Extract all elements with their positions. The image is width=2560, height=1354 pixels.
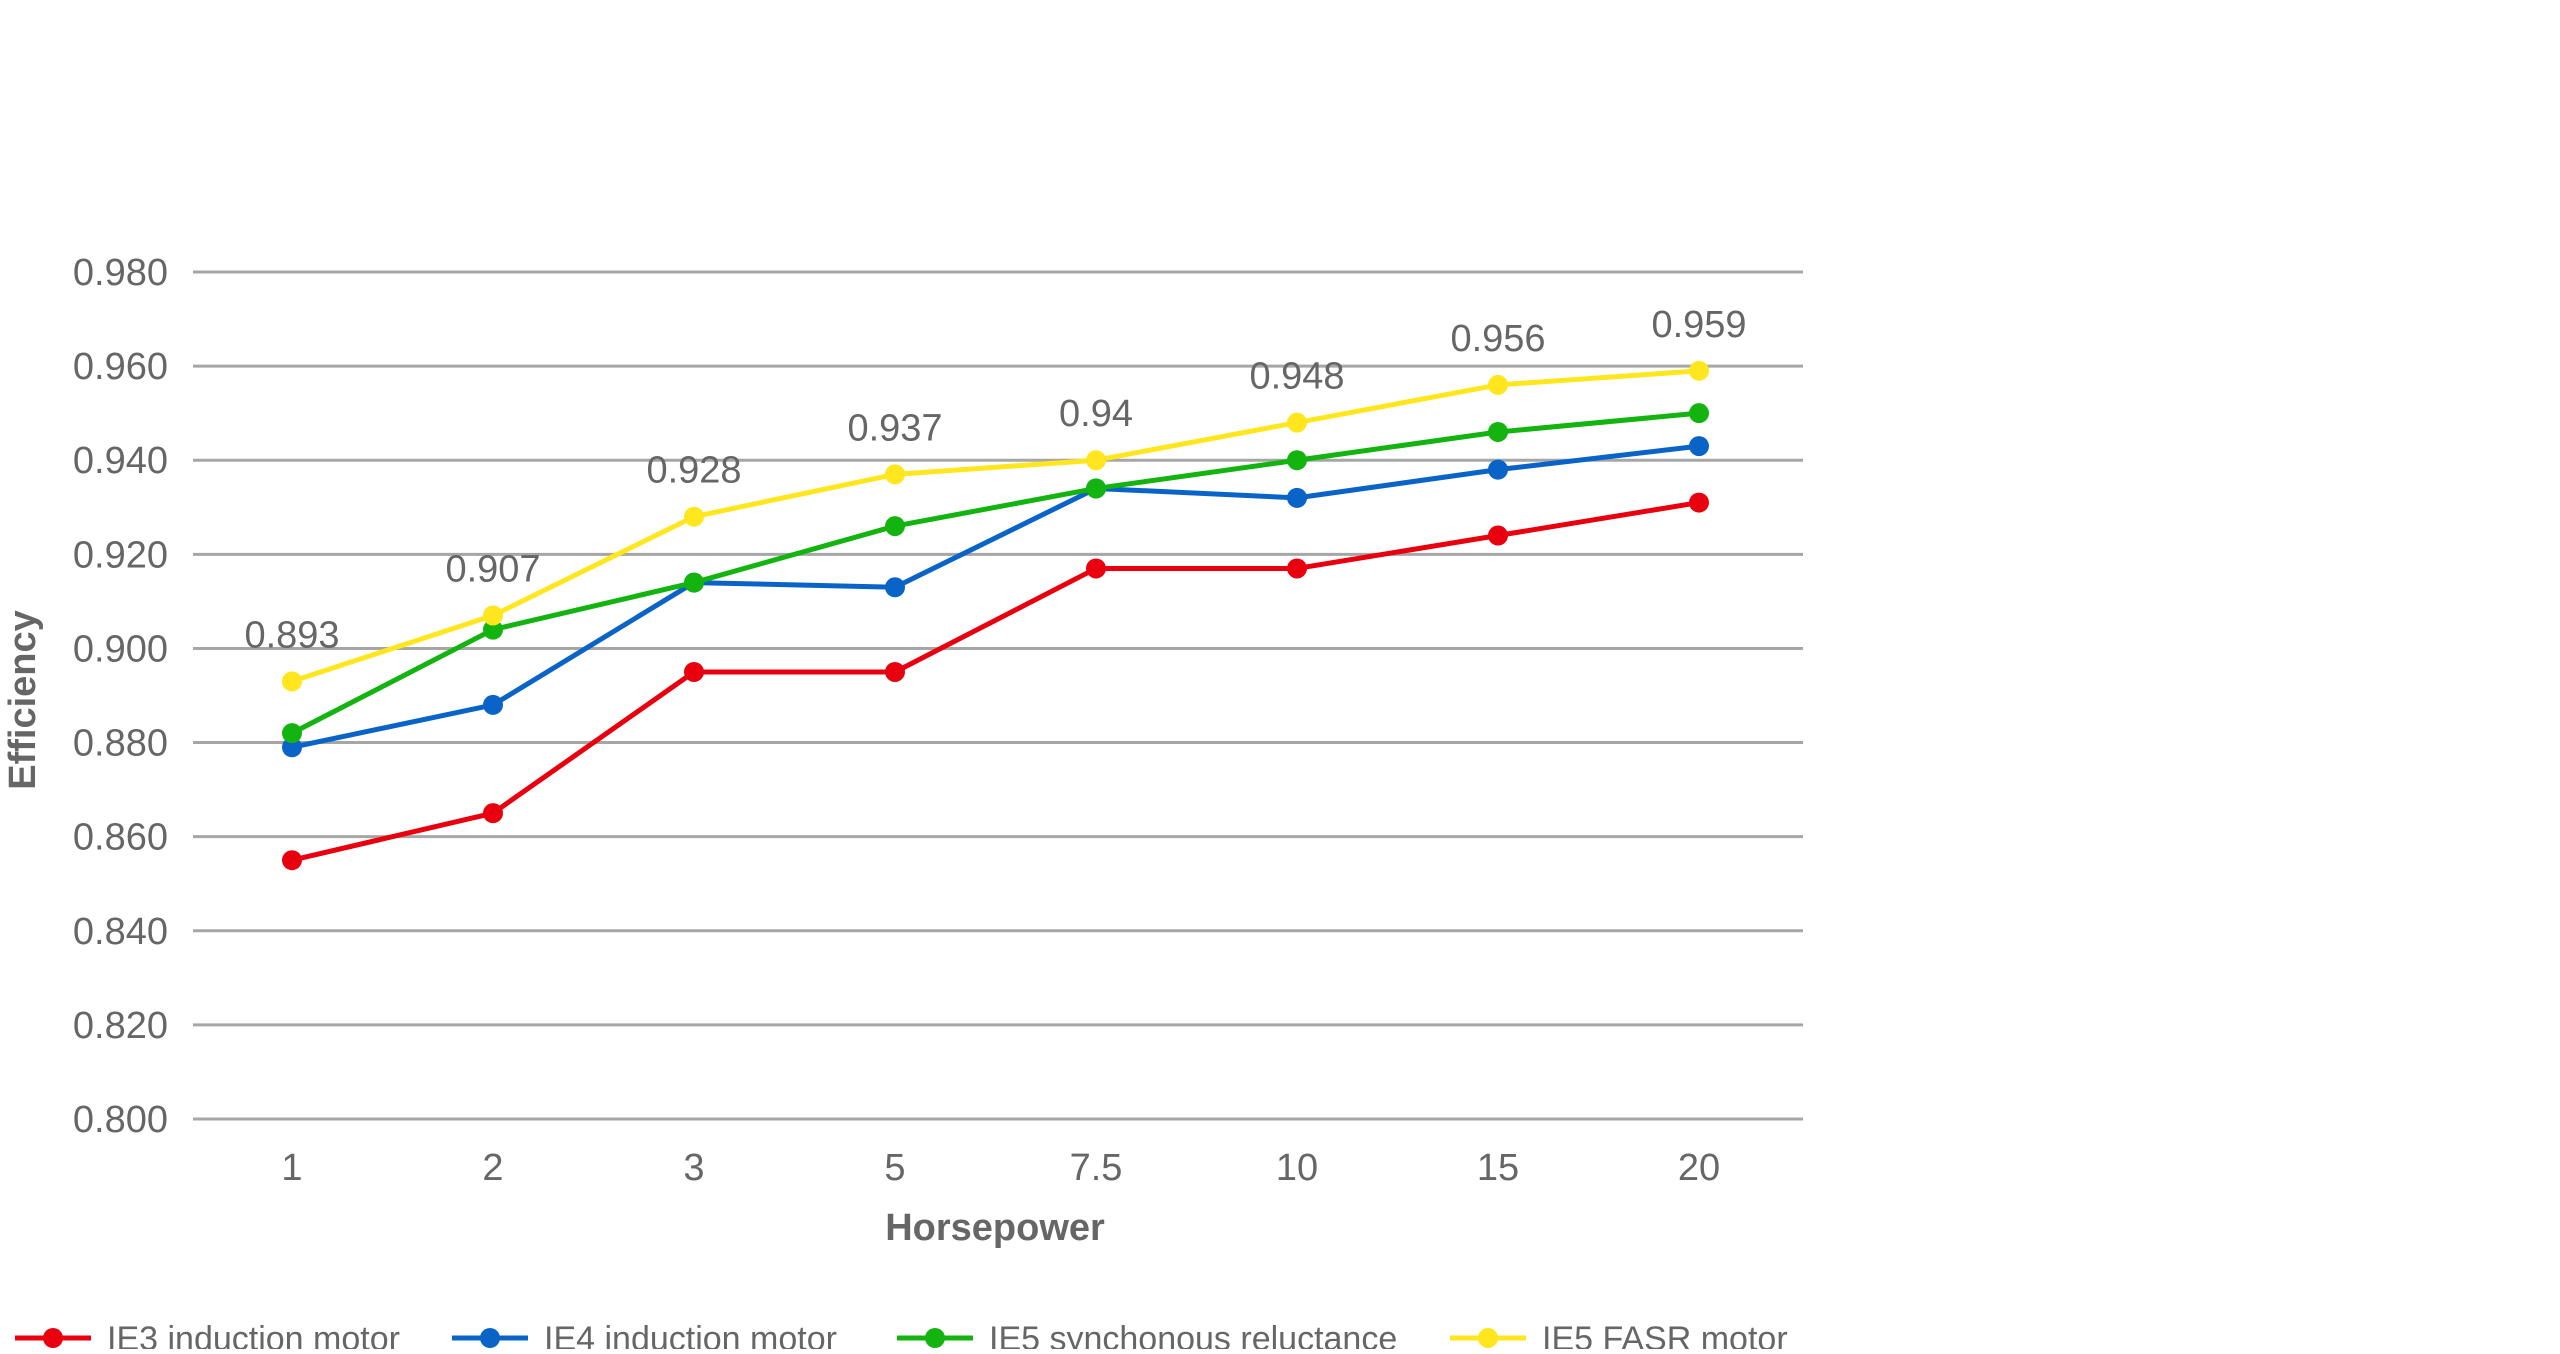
series-line — [289, 443, 1702, 750]
data-point — [1488, 459, 1508, 480]
data-label: 0.956 — [1450, 318, 1545, 360]
x-tick-label: 5 — [884, 1147, 905, 1189]
legend-marker — [925, 1328, 945, 1348]
x-tick-label: 2 — [482, 1147, 503, 1189]
x-tick-label: 10 — [1276, 1147, 1318, 1189]
data-point — [282, 737, 302, 758]
legend-marker — [43, 1328, 63, 1348]
data-point — [885, 464, 905, 485]
data-label: 0.937 — [847, 407, 942, 449]
series-group — [282, 403, 1709, 744]
data-label: 0.893 — [244, 614, 339, 656]
x-tick-label: 20 — [1678, 1147, 1720, 1189]
data-point — [885, 516, 905, 537]
data-label: 0.928 — [646, 450, 741, 492]
legend-item: IE4 induction motor — [452, 1320, 837, 1354]
data-label: 0.959 — [1651, 304, 1746, 346]
data-point — [483, 619, 503, 640]
data-point — [1689, 403, 1709, 424]
data-point — [1689, 492, 1709, 513]
legend-label: IE5 FASR motor — [1542, 1320, 1788, 1349]
x-tick-label: 3 — [683, 1147, 704, 1189]
data-point — [1086, 478, 1106, 499]
legend-label: IE5 synchonous reluctance — [989, 1320, 1397, 1349]
data-point — [483, 694, 503, 715]
x-axis-title: Horsepower — [885, 1207, 1105, 1249]
legend-item: IE5 FASR motor — [1450, 1320, 1788, 1354]
data-point — [684, 506, 704, 527]
data-point — [684, 661, 704, 682]
x-tick-label: 1 — [281, 1147, 302, 1189]
y-axis-title: Efficiency — [2, 610, 44, 790]
data-point — [1689, 360, 1709, 381]
legend-item: IE3 induction motor — [15, 1320, 400, 1354]
data-label: 0.94 — [1059, 393, 1133, 435]
series-line — [289, 500, 1702, 863]
legend-label: IE4 induction motor — [544, 1320, 837, 1349]
legend-label: IE3 induction motor — [107, 1320, 400, 1349]
series-group — [282, 492, 1709, 871]
y-tick-label: 0.900 — [73, 628, 168, 670]
data-point — [1287, 487, 1307, 508]
y-tick-label: 0.820 — [73, 1005, 168, 1047]
series-group — [282, 360, 1709, 692]
data-point — [1488, 374, 1508, 395]
y-tick-label: 0.880 — [73, 723, 168, 765]
legend-marker — [1478, 1328, 1498, 1348]
data-point — [282, 850, 302, 871]
y-tick-label: 0.940 — [73, 440, 168, 482]
y-tick-labels: 0.800 0.820 0.840 0.860 0.880 0.900 0.920 0.940… — [73, 252, 168, 1141]
data-point — [1287, 450, 1307, 471]
data-point — [684, 572, 704, 593]
data-label: 0.907 — [445, 549, 540, 591]
gridlines — [193, 270, 1803, 1121]
data-point — [282, 723, 302, 744]
data-point — [483, 803, 503, 824]
x-tick-label: 7.5 — [1070, 1147, 1123, 1189]
series-line — [289, 368, 1702, 684]
x-tick-label: 15 — [1477, 1147, 1519, 1189]
data-labels: 0.893 0.907 0.928 0.937 0.94 0.948 0.956 0.959 — [244, 304, 1746, 657]
data-point — [1287, 558, 1307, 579]
data-point — [1287, 412, 1307, 433]
series-layer — [282, 360, 1709, 871]
data-point — [483, 605, 503, 626]
data-point — [1086, 558, 1106, 579]
data-point — [885, 577, 905, 598]
data-point — [1488, 421, 1508, 442]
data-point — [1488, 525, 1508, 546]
data-point — [282, 671, 302, 692]
y-tick-label: 0.960 — [73, 346, 168, 388]
data-label: 0.948 — [1249, 356, 1344, 398]
data-point — [1086, 450, 1106, 471]
legend-item: IE5 synchonous reluctance — [897, 1320, 1397, 1354]
y-tick-label: 0.840 — [73, 911, 168, 953]
y-tick-label: 0.920 — [73, 534, 168, 576]
legend: IE3 induction motor IE4 induction motor IE… — [15, 1320, 1788, 1354]
y-tick-label: 0.980 — [73, 252, 168, 294]
series-group — [282, 436, 1709, 758]
y-tick-label: 0.860 — [73, 817, 168, 859]
series-line — [289, 410, 1702, 736]
data-point — [885, 661, 905, 682]
x-tick-labels: 1 2 3 5 7.5 10 15 20 — [281, 1147, 1720, 1189]
y-tick-label: 0.800 — [73, 1099, 168, 1141]
data-point — [1689, 436, 1709, 457]
legend-marker — [480, 1328, 500, 1348]
